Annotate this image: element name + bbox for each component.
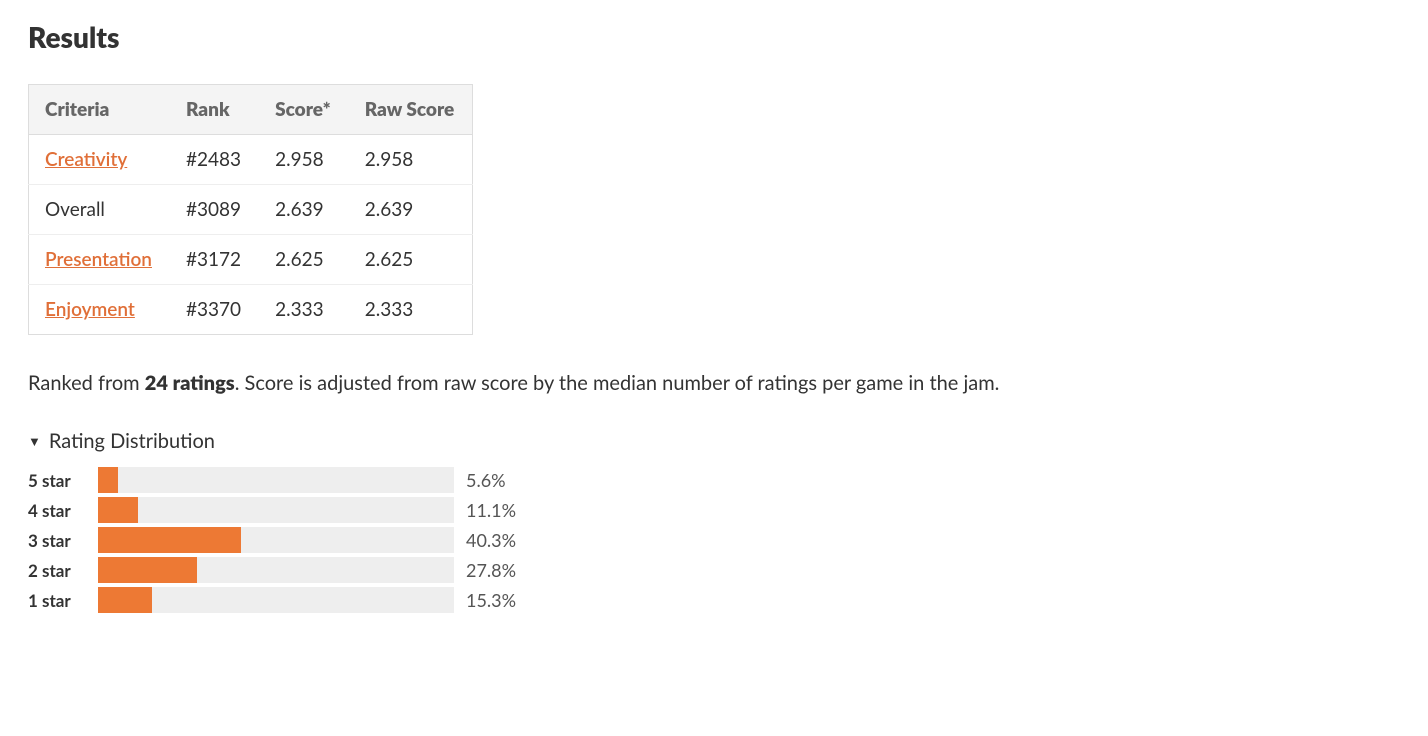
table-row: Creativity#24832.9582.958 bbox=[29, 135, 473, 185]
rank-cell: #2483 bbox=[170, 135, 259, 185]
distribution-label: 3 star bbox=[28, 530, 86, 551]
distribution-bar-track bbox=[98, 587, 454, 613]
results-heading: Results bbox=[28, 20, 1400, 54]
distribution-bar-track bbox=[98, 497, 454, 523]
distribution-label: 5 star bbox=[28, 470, 86, 491]
table-row: Overall#30892.6392.639 bbox=[29, 185, 473, 235]
distribution-title: Rating Distribution bbox=[49, 429, 215, 453]
distribution-toggle[interactable]: ▼ Rating Distribution bbox=[28, 429, 1400, 453]
raw-cell: 2.958 bbox=[349, 135, 473, 185]
distribution-row: 3 star 40.3% bbox=[28, 527, 1400, 553]
distribution-percent: 5.6% bbox=[466, 469, 526, 491]
distribution-bar-fill bbox=[98, 467, 118, 493]
distribution-bar-fill bbox=[98, 497, 138, 523]
ranked-suffix: . Score is adjusted from raw score by th… bbox=[235, 371, 1000, 395]
distribution-row: 5 star 5.6% bbox=[28, 467, 1400, 493]
criteria-cell: Presentation bbox=[29, 235, 170, 285]
col-criteria: Criteria bbox=[29, 85, 170, 135]
ranked-prefix: Ranked from bbox=[28, 371, 145, 395]
score-cell: 2.639 bbox=[259, 185, 349, 235]
raw-cell: 2.333 bbox=[349, 285, 473, 335]
distribution-label: 2 star bbox=[28, 560, 86, 581]
distribution-row: 4 star 11.1% bbox=[28, 497, 1400, 523]
distribution-percent: 27.8% bbox=[466, 559, 526, 581]
distribution-bar-fill bbox=[98, 527, 241, 553]
distribution-bar-track bbox=[98, 467, 454, 493]
distribution-bar-track bbox=[98, 557, 454, 583]
score-cell: 2.625 bbox=[259, 235, 349, 285]
distribution-label: 1 star bbox=[28, 590, 86, 611]
rank-cell: #3370 bbox=[170, 285, 259, 335]
distribution-label: 4 star bbox=[28, 500, 86, 521]
col-score: Score* bbox=[259, 85, 349, 135]
rank-cell: #3089 bbox=[170, 185, 259, 235]
distribution-bar-fill bbox=[98, 587, 152, 613]
rank-cell: #3172 bbox=[170, 235, 259, 285]
triangle-down-icon: ▼ bbox=[28, 433, 41, 449]
col-raw-score: Raw Score bbox=[349, 85, 473, 135]
distribution-percent: 15.3% bbox=[466, 589, 526, 611]
raw-cell: 2.639 bbox=[349, 185, 473, 235]
distribution-row: 2 star 27.8% bbox=[28, 557, 1400, 583]
score-cell: 2.958 bbox=[259, 135, 349, 185]
table-header-row: Criteria Rank Score* Raw Score bbox=[29, 85, 473, 135]
criteria-link[interactable]: Enjoyment bbox=[45, 298, 135, 321]
results-table: Criteria Rank Score* Raw Score Creativit… bbox=[28, 84, 473, 335]
criteria-link[interactable]: Presentation bbox=[45, 248, 152, 271]
ranked-count: 24 ratings bbox=[145, 371, 235, 395]
criteria-text: Overall bbox=[45, 198, 105, 221]
criteria-link[interactable]: Creativity bbox=[45, 148, 127, 171]
criteria-cell: Overall bbox=[29, 185, 170, 235]
table-row: Presentation#31722.6252.625 bbox=[29, 235, 473, 285]
ranked-summary: Ranked from 24 ratings. Score is adjuste… bbox=[28, 371, 1400, 395]
distribution-percent: 40.3% bbox=[466, 529, 526, 551]
score-cell: 2.333 bbox=[259, 285, 349, 335]
col-rank: Rank bbox=[170, 85, 259, 135]
criteria-cell: Creativity bbox=[29, 135, 170, 185]
table-row: Enjoyment#33702.3332.333 bbox=[29, 285, 473, 335]
distribution-bar-fill bbox=[98, 557, 197, 583]
raw-cell: 2.625 bbox=[349, 235, 473, 285]
distribution-rows: 5 star 5.6% 4 star 11.1% 3 star 40.3% 2 star 27… bbox=[28, 467, 1400, 613]
distribution-bar-track bbox=[98, 527, 454, 553]
distribution-row: 1 star 15.3% bbox=[28, 587, 1400, 613]
criteria-cell: Enjoyment bbox=[29, 285, 170, 335]
distribution-percent: 11.1% bbox=[466, 499, 526, 521]
